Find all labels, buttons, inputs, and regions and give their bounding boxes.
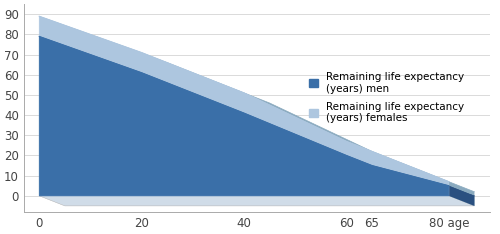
Polygon shape xyxy=(449,186,474,206)
Polygon shape xyxy=(40,37,474,196)
Polygon shape xyxy=(40,196,474,206)
Polygon shape xyxy=(449,182,474,206)
Polygon shape xyxy=(40,16,449,196)
Legend: Remaining life expectancy
(years) men, Remaining life expectancy
(years) females: Remaining life expectancy (years) men, R… xyxy=(308,72,464,124)
Polygon shape xyxy=(40,16,474,192)
Polygon shape xyxy=(40,37,449,196)
